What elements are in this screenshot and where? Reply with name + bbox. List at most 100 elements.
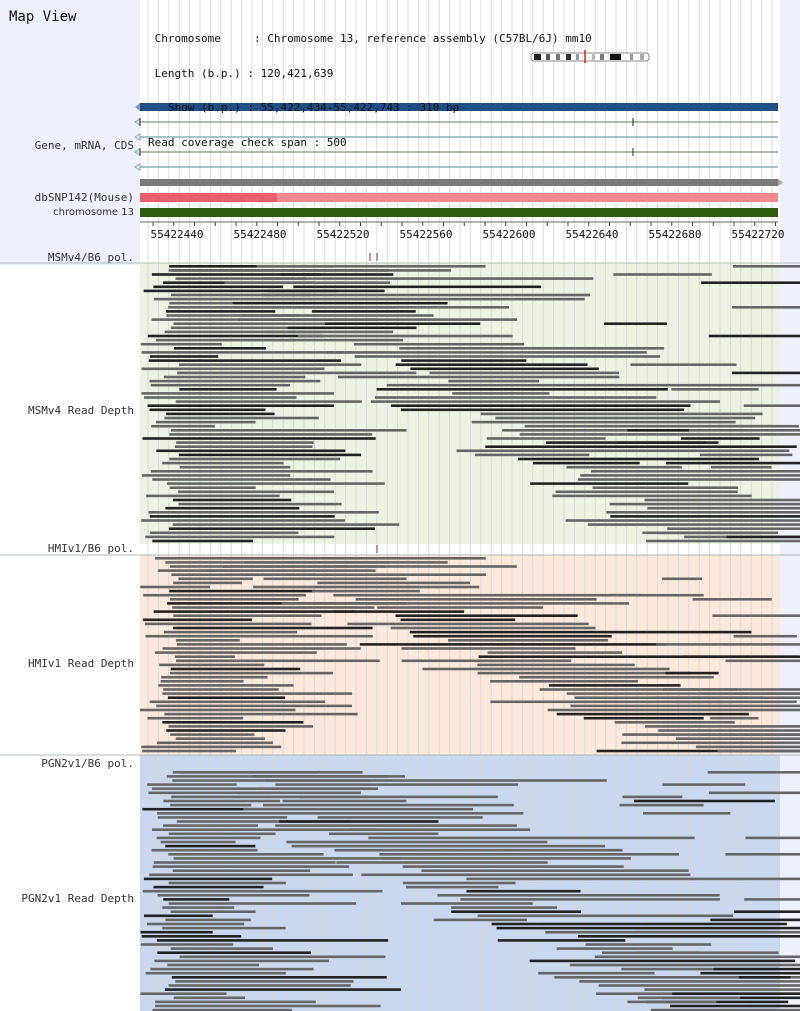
sequence-read xyxy=(149,408,266,412)
sequence-read xyxy=(401,659,572,663)
sequence-read xyxy=(478,655,800,658)
sequence-read xyxy=(253,775,389,778)
sequence-read xyxy=(178,502,342,506)
sequence-read xyxy=(675,737,800,740)
sequence-read xyxy=(614,721,735,724)
sequence-read xyxy=(700,453,793,457)
sequence-read xyxy=(406,885,499,889)
sequence-read xyxy=(164,330,322,334)
sequence-read xyxy=(401,647,576,650)
sequence-read xyxy=(172,523,400,526)
sequence-read xyxy=(164,988,402,991)
sequence-read xyxy=(225,557,486,560)
ideogram-band xyxy=(610,54,621,60)
sequence-read xyxy=(144,622,312,626)
sequence-read xyxy=(155,1000,316,1004)
sequence-read xyxy=(374,396,657,399)
sequence-read xyxy=(151,273,321,276)
sequence-read xyxy=(150,531,299,535)
axis-tick-label: 55422520 xyxy=(316,228,370,241)
sequence-read xyxy=(530,482,689,485)
sequence-read xyxy=(359,643,665,646)
sequence-read xyxy=(422,667,670,671)
sequence-read xyxy=(156,741,273,745)
sequence-read xyxy=(160,840,236,844)
sequence-read xyxy=(141,519,345,522)
lower-left-panel xyxy=(0,265,140,1011)
ideogram-band xyxy=(566,54,571,60)
sequence-read xyxy=(156,704,352,708)
sequence-read xyxy=(155,557,279,560)
sequence-read xyxy=(168,832,276,836)
sequence-read xyxy=(156,338,294,342)
sequence-read xyxy=(700,971,800,975)
sequence-read xyxy=(286,840,548,844)
chevron-right-icon xyxy=(778,179,783,186)
sequence-read xyxy=(166,412,275,416)
sequence-read xyxy=(173,857,401,860)
sequence-read xyxy=(175,400,362,403)
sequence-read xyxy=(297,334,513,338)
sequence-read xyxy=(585,943,712,946)
sequence-read xyxy=(160,680,244,683)
sequence-read xyxy=(710,716,759,720)
sequence-read xyxy=(243,807,474,811)
ideogram-band xyxy=(534,54,541,60)
sequence-read xyxy=(591,470,800,473)
dbsnp-highlight xyxy=(140,193,277,202)
chromosome-track-label: chromosome 13 xyxy=(53,207,134,218)
sequence-read xyxy=(155,1004,381,1008)
sequence-read xyxy=(627,1000,717,1004)
sequence-read xyxy=(150,383,290,387)
sequence-read xyxy=(150,470,373,473)
hmi-pol-label: HMIv1/B6 pol. xyxy=(47,542,134,555)
sequence-read xyxy=(170,667,301,671)
sequence-read xyxy=(168,269,452,272)
sequence-read xyxy=(142,889,383,893)
msm-pol-label: MSMv4/B6 pol. xyxy=(47,251,134,264)
sequence-read xyxy=(456,449,790,453)
sequence-read xyxy=(167,696,286,699)
sequence-read xyxy=(681,437,760,440)
sequence-read xyxy=(644,988,800,991)
sequence-read xyxy=(147,783,237,786)
sequence-read xyxy=(263,277,594,280)
sequence-read xyxy=(529,959,796,963)
sequence-read xyxy=(168,853,324,856)
sequence-read xyxy=(622,795,683,799)
sequence-read xyxy=(177,371,417,375)
sequence-read xyxy=(361,873,691,877)
sequence-read xyxy=(164,416,319,420)
sequence-read xyxy=(643,812,731,815)
sequence-read xyxy=(592,486,739,489)
sequence-read xyxy=(287,326,417,330)
sequence-read xyxy=(179,363,362,366)
sequence-read xyxy=(565,519,800,522)
sequence-read xyxy=(153,861,336,864)
sequence-read xyxy=(141,392,335,395)
sequence-read xyxy=(146,922,245,926)
sequence-read xyxy=(409,630,752,634)
sequence-read xyxy=(179,388,277,391)
sequence-read xyxy=(176,659,380,663)
sequence-read xyxy=(162,906,235,909)
sequence-read xyxy=(169,589,315,593)
sequence-read xyxy=(226,573,486,576)
sequence-read xyxy=(168,725,314,728)
sequence-read xyxy=(400,618,516,622)
axis-tick-label: 55422440 xyxy=(150,228,204,241)
gene-arrow-icon xyxy=(135,103,140,111)
axis-tick-label: 55422720 xyxy=(731,228,785,241)
sequence-read xyxy=(173,996,245,1000)
sequence-read xyxy=(609,502,800,506)
sequence-read xyxy=(266,779,607,782)
sequence-read xyxy=(402,881,516,885)
sequence-read xyxy=(634,930,769,934)
sequence-read xyxy=(263,577,407,581)
sequence-read xyxy=(370,400,720,403)
sequence-read xyxy=(168,902,357,905)
info-show-range: Show (b.p.) : 55,422,434-55,422,743 : 31… xyxy=(148,101,460,114)
sequence-read xyxy=(162,461,284,465)
sequence-read xyxy=(672,992,800,995)
